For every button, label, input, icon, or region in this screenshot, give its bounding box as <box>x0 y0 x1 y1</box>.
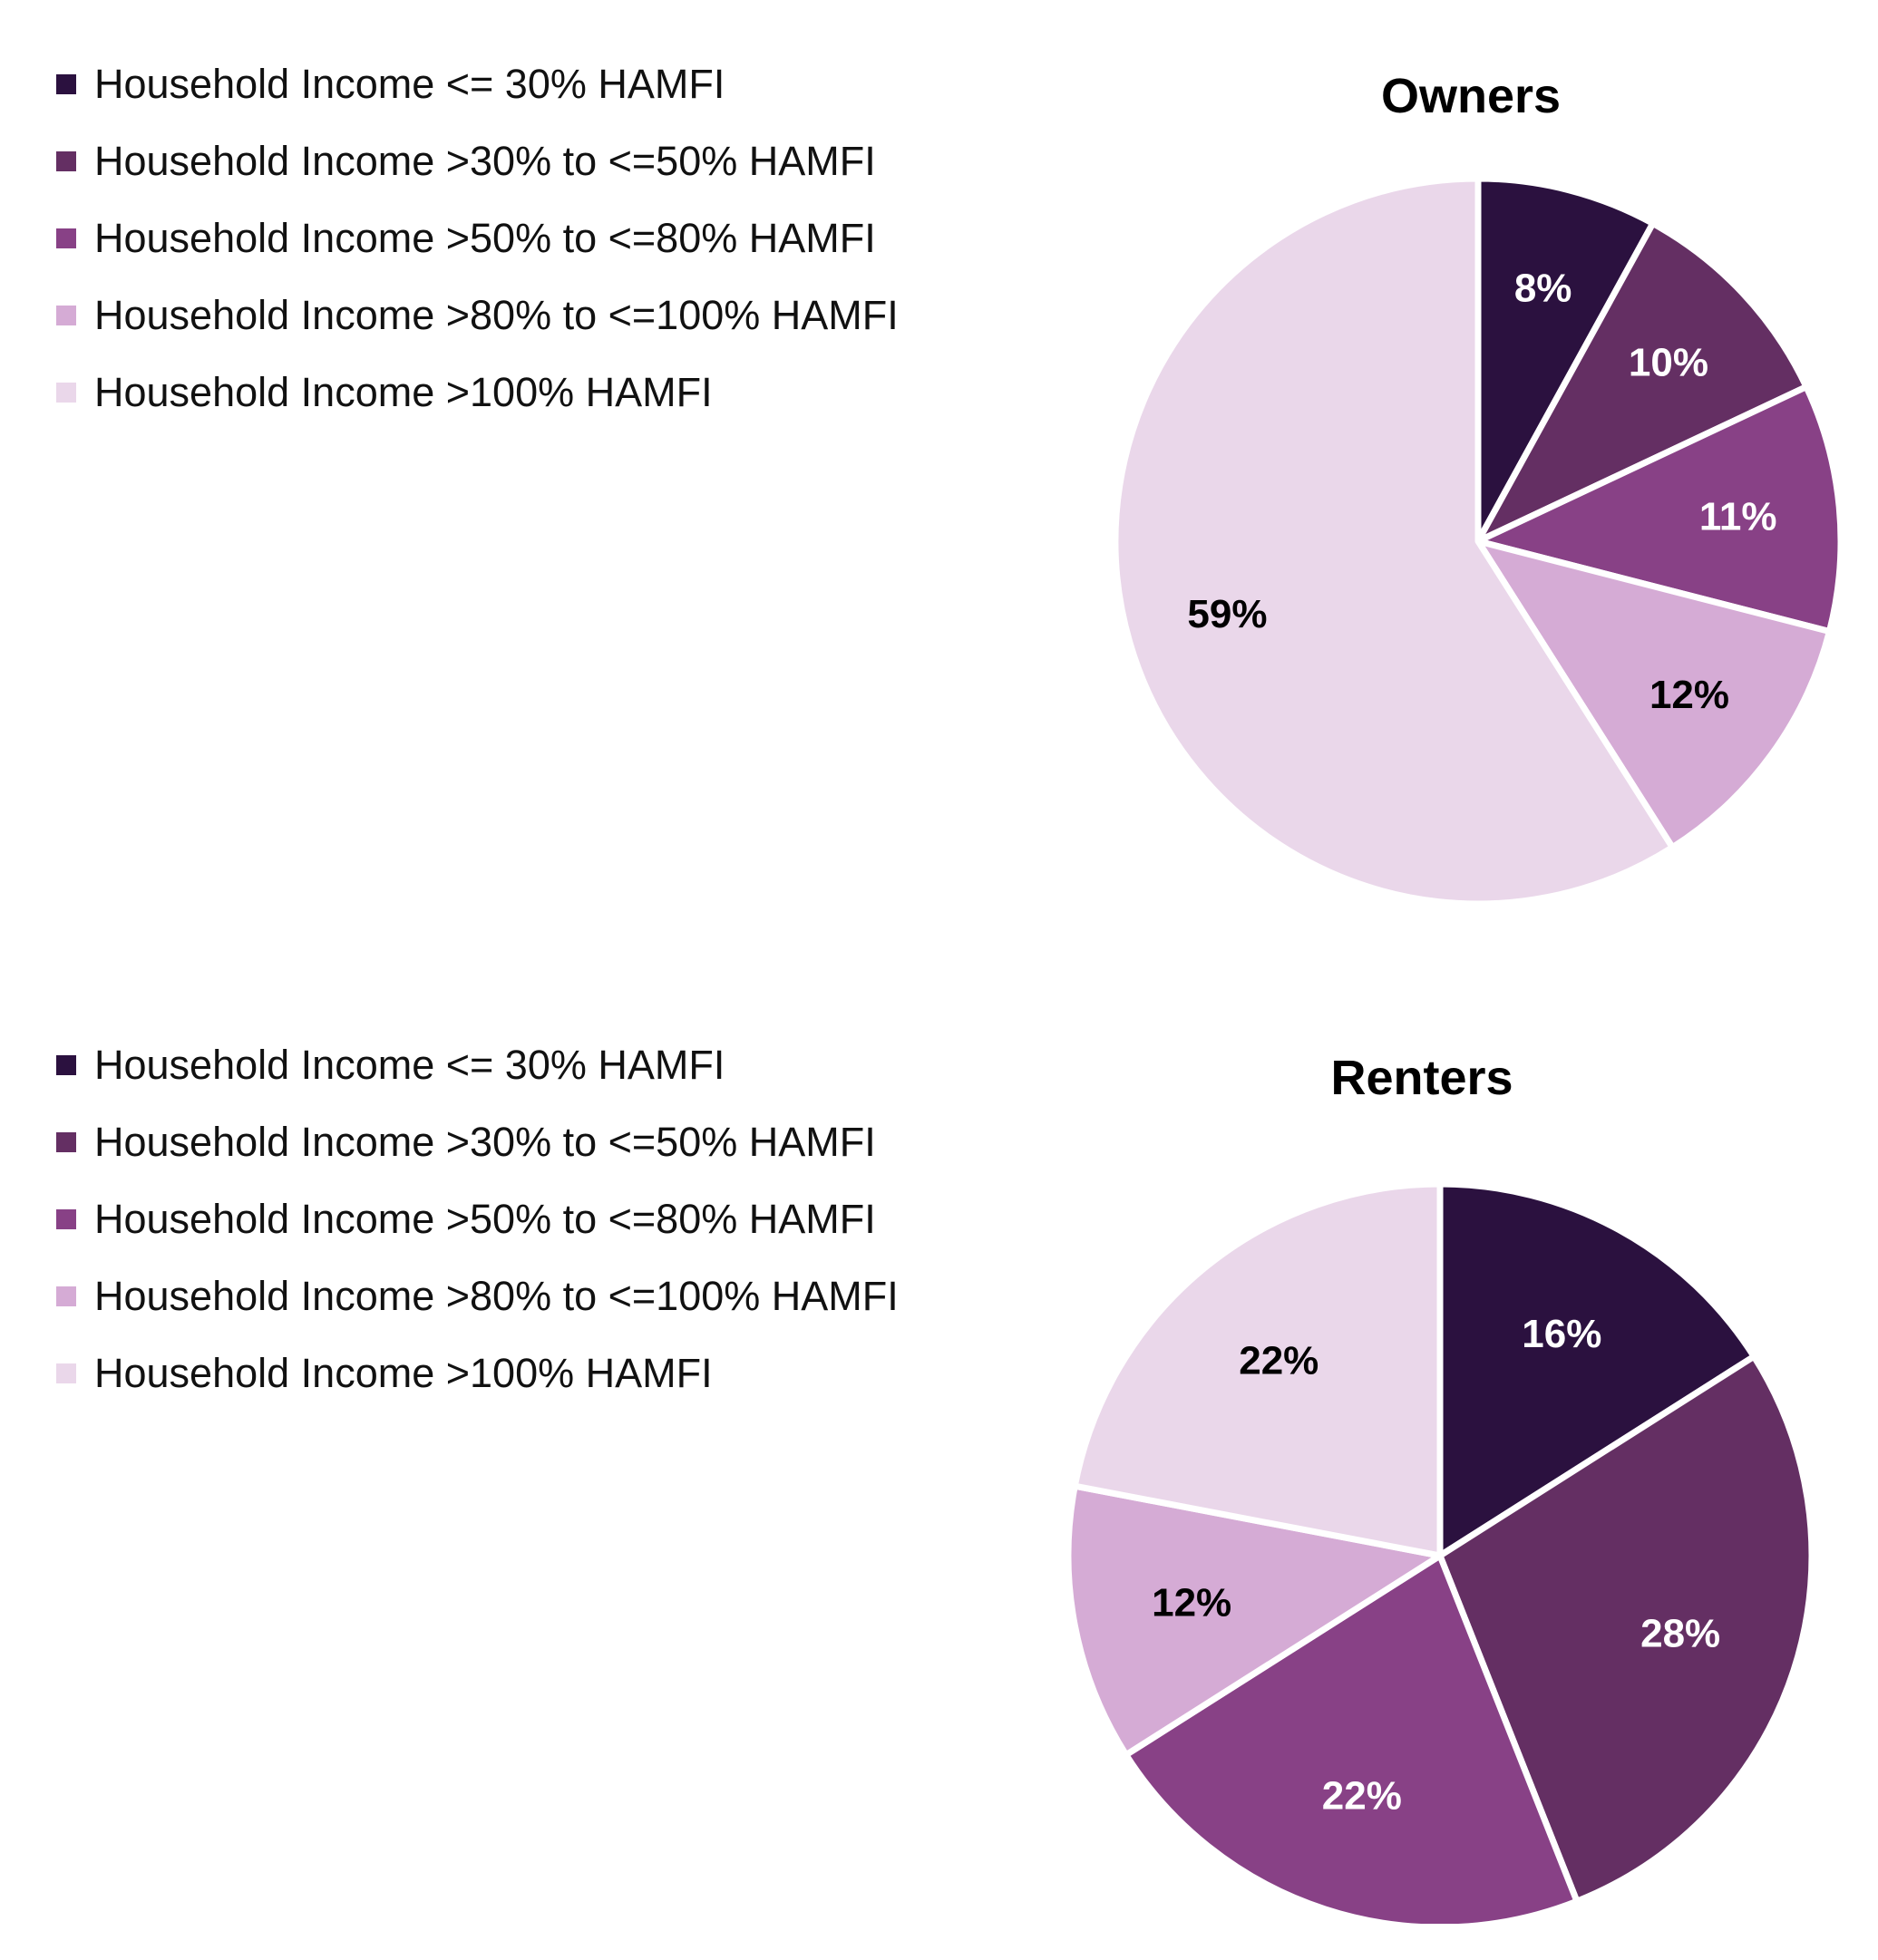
owners-pie-svg: Owners 8% 10% 11% 12% 59% <box>1112 69 1844 907</box>
renters-legend-label: Household Income >100% HAMFI <box>94 1349 713 1396</box>
owners-slice-label: 10% <box>1629 340 1708 384</box>
owners-title: Owners <box>1381 69 1561 123</box>
renters-slices <box>1065 1180 1815 1924</box>
owners-legend-label: Household Income <= 30% HAMFI <box>94 60 725 107</box>
owners-legend-label: Household Income >100% HAMFI <box>94 368 713 415</box>
renters-legend-item: Household Income >80% to <=100% HAMFI <box>56 1257 899 1334</box>
renters-legend-swatch <box>56 1286 76 1306</box>
renters-pie-slice <box>1065 1482 1444 1759</box>
owners-legend-swatch <box>56 73 76 94</box>
renters-legend-swatch <box>56 1131 76 1152</box>
renters-legend-item: Household Income >100% HAMFI <box>56 1334 899 1412</box>
renters-legend-swatch <box>56 1363 76 1383</box>
owners-slices <box>1112 175 1844 907</box>
renters-legend-label: Household Income <= 30% HAMFI <box>94 1041 725 1088</box>
renters-pie-slice <box>1071 1180 1444 1559</box>
owners-pie-slice <box>1474 175 1657 545</box>
owners-pie-slice <box>1474 383 1844 635</box>
renters-slice-label: 22% <box>1239 1339 1318 1383</box>
owners-slice-label: 59% <box>1187 592 1267 636</box>
renters-pie-svg: Renters 16% 28% 22% 12% 22% <box>1065 1051 1815 1924</box>
renters-pie-slice <box>1436 1180 1757 1559</box>
renters-chart: Household Income <= 30% HAMFI Household … <box>0 981 1878 1924</box>
owners-legend-item: Household Income >80% to <=100% HAMFI <box>56 277 899 354</box>
renters-slice-label: 12% <box>1152 1581 1231 1625</box>
owners-pie-slice <box>1474 538 1833 851</box>
renters-legend-swatch <box>56 1208 76 1229</box>
renters-legend-item: Household Income <= 30% HAMFI <box>56 1026 899 1103</box>
owners-legend-item: Household Income >30% to <=50% HAMFI <box>56 122 899 199</box>
owners-legend-label: Household Income >80% to <=100% HAMFI <box>94 291 899 338</box>
renters-slice-label: 28% <box>1640 1612 1720 1656</box>
renters-pie-slice <box>1436 1353 1815 1905</box>
renters-legend-label: Household Income >30% to <=50% HAMFI <box>94 1118 876 1165</box>
owners-legend-swatch <box>56 382 76 403</box>
renters-slice-label: 22% <box>1322 1774 1402 1819</box>
renters-legend: Household Income <= 30% HAMFI Household … <box>56 1026 899 1412</box>
owners-chart: Household Income <= 30% HAMFI Household … <box>0 0 1878 943</box>
renters-title: Renters <box>1330 1051 1513 1105</box>
renters-legend-item: Household Income >50% to <=80% HAMFI <box>56 1180 899 1257</box>
owners-legend-item: Household Income >50% to <=80% HAMFI <box>56 199 899 277</box>
owners-legend-swatch <box>56 228 76 248</box>
owners-pie-slice <box>1474 219 1810 545</box>
owners-legend-item: Household Income <= 30% HAMFI <box>56 45 899 122</box>
owners-pie-slice <box>1112 175 1676 907</box>
owners-slice-label: 12% <box>1649 673 1729 717</box>
renters-legend-item: Household Income >30% to <=50% HAMFI <box>56 1103 899 1180</box>
owners-legend-item: Household Income >100% HAMFI <box>56 354 899 431</box>
renters-legend-label: Household Income >50% to <=80% HAMFI <box>94 1195 876 1242</box>
owners-legend-swatch <box>56 150 76 171</box>
owners-legend-label: Household Income >50% to <=80% HAMFI <box>94 214 876 261</box>
renters-legend-swatch <box>56 1054 76 1075</box>
owners-slice-label: 11% <box>1699 494 1777 539</box>
renters-pie-slice <box>1123 1552 1581 1924</box>
owners-slice-label: 8% <box>1514 267 1572 311</box>
owners-legend-label: Household Income >30% to <=50% HAMFI <box>94 137 876 184</box>
owners-legend: Household Income <= 30% HAMFI Household … <box>56 45 899 431</box>
renters-slice-label: 16% <box>1522 1312 1601 1356</box>
renters-legend-label: Household Income >80% to <=100% HAMFI <box>94 1272 899 1319</box>
owners-legend-swatch <box>56 305 76 325</box>
